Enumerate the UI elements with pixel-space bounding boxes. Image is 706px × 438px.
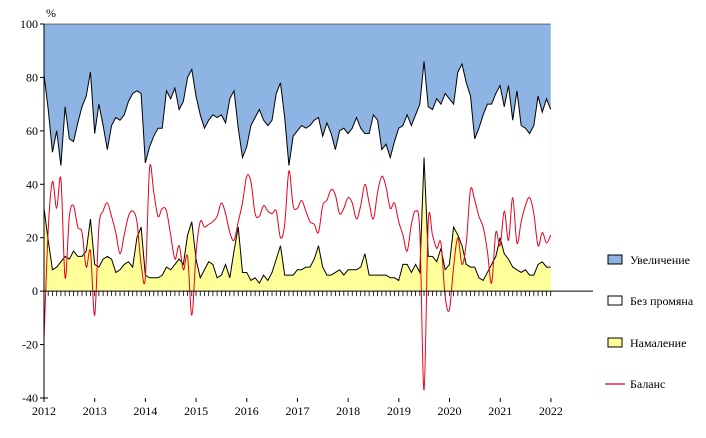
y-tick-label: 20 — [26, 231, 38, 245]
legend-label-decrease: Намаление — [630, 336, 686, 350]
decrease-outline — [43, 157, 551, 285]
legend: Увеличение Без промяна Намаление Баланс — [605, 253, 694, 391]
y-tick-label: 80 — [26, 70, 38, 84]
x-tick-label: 2013 — [83, 404, 107, 418]
no-change-outline — [43, 61, 552, 166]
y-axis-unit-label: % — [46, 6, 56, 20]
y-tick-label: 0 — [32, 284, 38, 298]
legend-swatch-decrease — [607, 337, 623, 348]
y-tick-label: -20 — [22, 338, 38, 352]
x-tick-label: 2021 — [488, 404, 512, 418]
area-decrease — [44, 157, 551, 292]
y-tick-label: 100 — [20, 17, 38, 31]
legend-swatch-no-change — [607, 295, 623, 306]
x-tick-label: 2022 — [539, 404, 563, 418]
legend-label-balance: Баланс — [630, 377, 665, 391]
legend-label-increase: Увеличение — [630, 253, 690, 267]
x-tick-label: 2012 — [32, 404, 56, 418]
series-line-balance — [43, 164, 552, 391]
x-tick-label: 2018 — [336, 404, 360, 418]
x-axis: 2012 2013 2014 2015 2016 2017 2018 2019 2020 2021… — [32, 397, 563, 418]
y-tick-label: 60 — [26, 124, 38, 138]
legend-label-no-change: Без промяна — [630, 294, 694, 308]
x-tick-label: 2016 — [235, 404, 259, 418]
x-tick-label: 2017 — [285, 404, 309, 418]
legend-swatch-increase — [607, 254, 623, 265]
x-tick-label: 2014 — [133, 404, 157, 418]
y-axis: -40 -20 0 20 40 60 80 100 — [20, 17, 44, 405]
y-tick-label: 40 — [26, 177, 38, 191]
x-tick-label: 2020 — [438, 404, 462, 418]
x-tick-label: 2015 — [184, 404, 208, 418]
plot-area — [43, 23, 593, 398]
y-tick-label: -40 — [22, 391, 38, 405]
x-tick-label: 2019 — [387, 404, 411, 418]
